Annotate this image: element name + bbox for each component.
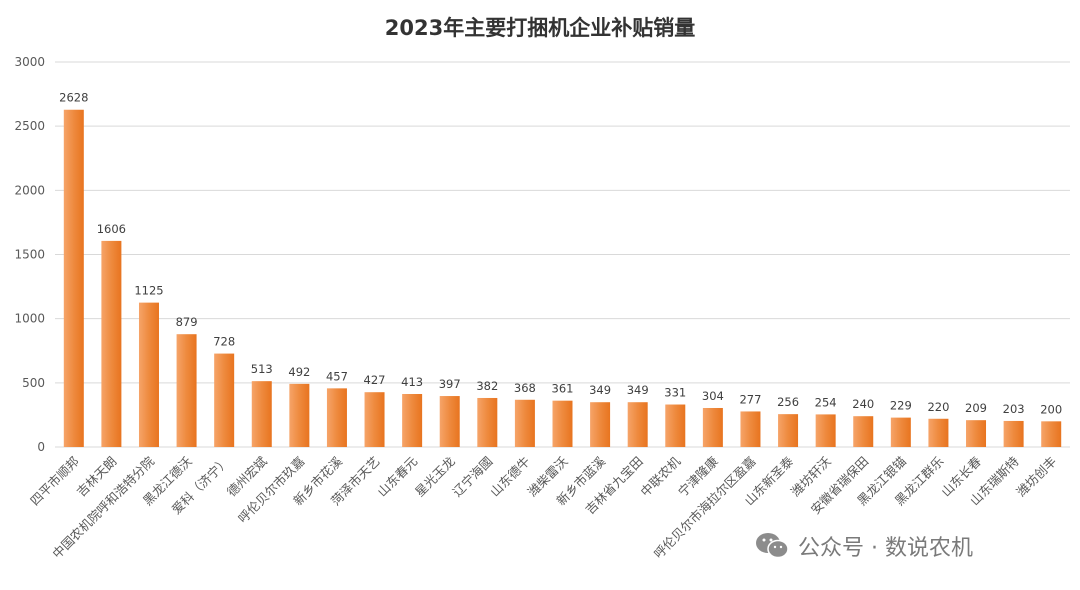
- x-tick-label: 山东春元: [374, 454, 420, 500]
- bar: [364, 392, 385, 447]
- data-label: 1606: [97, 222, 126, 236]
- y-tick-label: 2000: [14, 183, 45, 197]
- bar: [101, 240, 122, 447]
- x-tick-label: 四平市顺邦: [27, 454, 82, 509]
- data-label: 413: [401, 375, 423, 389]
- data-label: 382: [476, 379, 498, 393]
- bar: [289, 383, 310, 447]
- data-label: 492: [288, 365, 310, 379]
- bar: [439, 396, 460, 447]
- bar: [890, 417, 911, 447]
- watermark: 公众号 · 数说农机: [754, 530, 973, 562]
- data-label: 277: [739, 392, 761, 406]
- x-tick-label: 星光玉龙: [412, 454, 458, 500]
- bar: [514, 399, 535, 447]
- bar: [1003, 420, 1024, 447]
- data-label: 240: [852, 397, 874, 411]
- bar: [665, 404, 686, 447]
- y-tick-label: 1500: [14, 248, 45, 262]
- data-label: 457: [326, 369, 348, 383]
- data-label: 220: [927, 400, 949, 414]
- bar: [1041, 421, 1062, 447]
- y-tick-label: 3000: [14, 55, 45, 69]
- data-label: 254: [815, 395, 837, 409]
- bar: [778, 414, 799, 447]
- x-tick-label: 辽宁海國: [449, 454, 495, 500]
- x-tick-label: 潍坊创丰: [1013, 454, 1059, 500]
- bar: [627, 402, 648, 447]
- bar: [740, 411, 761, 447]
- bar: [402, 393, 423, 447]
- y-tick-label: 500: [22, 376, 45, 390]
- data-label: 2628: [59, 91, 88, 105]
- data-label: 331: [664, 386, 686, 400]
- y-tick-label: 2500: [14, 119, 45, 133]
- x-tick-label: 呼伦贝尔市玖嘉: [235, 454, 307, 526]
- data-label: 256: [777, 395, 799, 409]
- data-label: 397: [439, 377, 461, 391]
- data-label: 513: [251, 362, 273, 376]
- x-tick-label: 山东德牛: [487, 454, 533, 500]
- chart-title: 2023年主要打捆机企业补贴销量: [384, 16, 696, 40]
- bar: [590, 402, 611, 447]
- y-tick-label: 0: [37, 440, 45, 454]
- bar: [853, 416, 874, 447]
- bar: [214, 353, 235, 447]
- bar: [966, 420, 987, 447]
- data-label: 879: [176, 315, 198, 329]
- data-label: 728: [213, 335, 235, 349]
- data-label: 229: [890, 399, 912, 413]
- bar: [928, 418, 949, 447]
- y-tick-label: 1000: [14, 312, 45, 326]
- bar: [702, 407, 723, 447]
- data-label: 368: [514, 381, 536, 395]
- data-label: 304: [702, 389, 724, 403]
- data-label: 200: [1040, 402, 1062, 416]
- x-tick-label: 中联农机: [637, 453, 683, 499]
- bar: [815, 414, 836, 447]
- bar: [552, 400, 573, 447]
- bar: [176, 334, 197, 447]
- bar: [251, 381, 272, 447]
- wechat-icon: [756, 533, 789, 559]
- bar: [138, 302, 159, 447]
- data-label: 349: [627, 383, 649, 397]
- watermark-text: 公众号 · 数说农机: [798, 536, 973, 561]
- bar: [63, 109, 84, 448]
- data-label: 349: [589, 383, 611, 397]
- data-label: 361: [552, 382, 574, 396]
- data-label: 209: [965, 401, 987, 415]
- data-label: 1125: [134, 284, 163, 298]
- data-label: 203: [1003, 402, 1025, 416]
- bar: [477, 397, 498, 447]
- data-label: 427: [364, 373, 386, 387]
- bar: [326, 388, 347, 447]
